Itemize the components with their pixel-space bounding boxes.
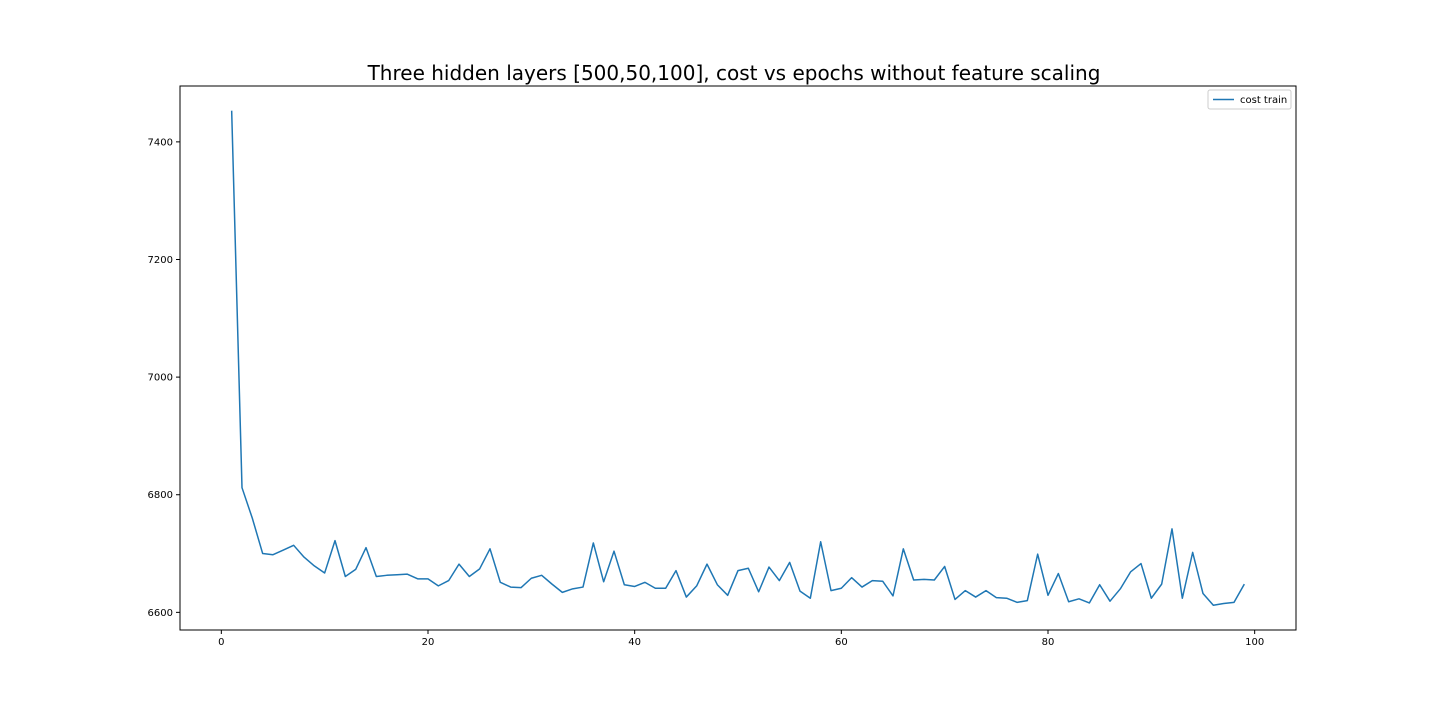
x-tick-label: 60 xyxy=(835,637,848,648)
plot-area xyxy=(179,85,1297,631)
x-tick-label: 0 xyxy=(218,637,224,648)
x-tick-label: 100 xyxy=(1245,637,1264,648)
y-tick-label: 6800 xyxy=(148,490,173,501)
chart-title: Three hidden layers [500,50,100], cost v… xyxy=(367,61,1101,85)
y-tick-label: 7400 xyxy=(148,137,173,148)
axes-frame xyxy=(179,85,1297,631)
y-tick-label: 7200 xyxy=(148,255,173,266)
axes-background xyxy=(180,86,1296,630)
legend: cost train xyxy=(1207,89,1292,110)
y-tick-label: 6600 xyxy=(148,608,173,619)
legend-box xyxy=(1207,89,1292,110)
x-tick-label: 80 xyxy=(1042,637,1055,648)
y-axis: 6600 6800 7000 7200 7400 xyxy=(148,137,180,619)
legend-label: cost train xyxy=(1240,95,1287,106)
x-tick-label: 20 xyxy=(422,637,435,648)
x-axis: 0 20 40 60 80 100 xyxy=(218,630,1264,648)
x-tick-label: 40 xyxy=(628,637,641,648)
series-line-cost-train xyxy=(230,110,1245,607)
y-tick-label: 7000 xyxy=(148,373,173,384)
